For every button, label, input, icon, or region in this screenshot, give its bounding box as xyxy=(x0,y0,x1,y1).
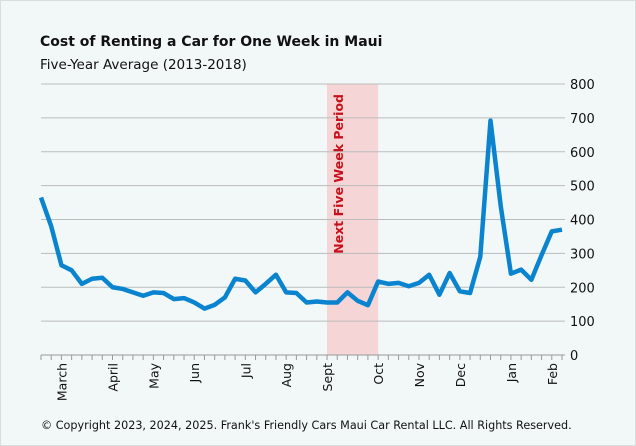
copyright-text: © Copyright 2023, 2024, 2025. Frank's Fr… xyxy=(41,419,572,432)
x-tick-label: Jan xyxy=(504,363,519,383)
x-tick-label: March xyxy=(54,363,69,401)
x-tick-label: Jun xyxy=(187,363,202,384)
y-tick-label: 800 xyxy=(570,78,595,93)
x-tick-label: April xyxy=(106,363,121,392)
y-tick-label: 400 xyxy=(570,214,595,229)
highlight-label: Next Five Week Period xyxy=(331,94,346,254)
chart-subtitle: Five-Year Average (2013-2018) xyxy=(40,57,247,73)
x-tick-label: Nov xyxy=(412,362,427,387)
x-tick-label: Feb xyxy=(545,363,560,385)
y-tick-label: 300 xyxy=(570,247,595,262)
chart-title: Cost of Renting a Car for One Week in Ma… xyxy=(40,34,383,50)
x-tick-label: Dec xyxy=(453,363,468,387)
y-tick-label: 500 xyxy=(570,180,595,195)
y-tick-label: 0 xyxy=(570,349,578,364)
x-tick-label: Sept xyxy=(320,363,335,392)
x-tick-label: Jul xyxy=(238,363,253,379)
x-tick-label: May xyxy=(146,362,161,388)
y-tick-label: 600 xyxy=(570,146,595,161)
y-tick-label: 700 xyxy=(570,112,595,127)
y-tick-label: 200 xyxy=(570,281,595,296)
x-tick-label: Oct xyxy=(371,363,386,385)
data-line xyxy=(38,118,563,311)
y-tick-label: 100 xyxy=(570,315,595,330)
x-tick-label: Aug xyxy=(279,363,294,387)
